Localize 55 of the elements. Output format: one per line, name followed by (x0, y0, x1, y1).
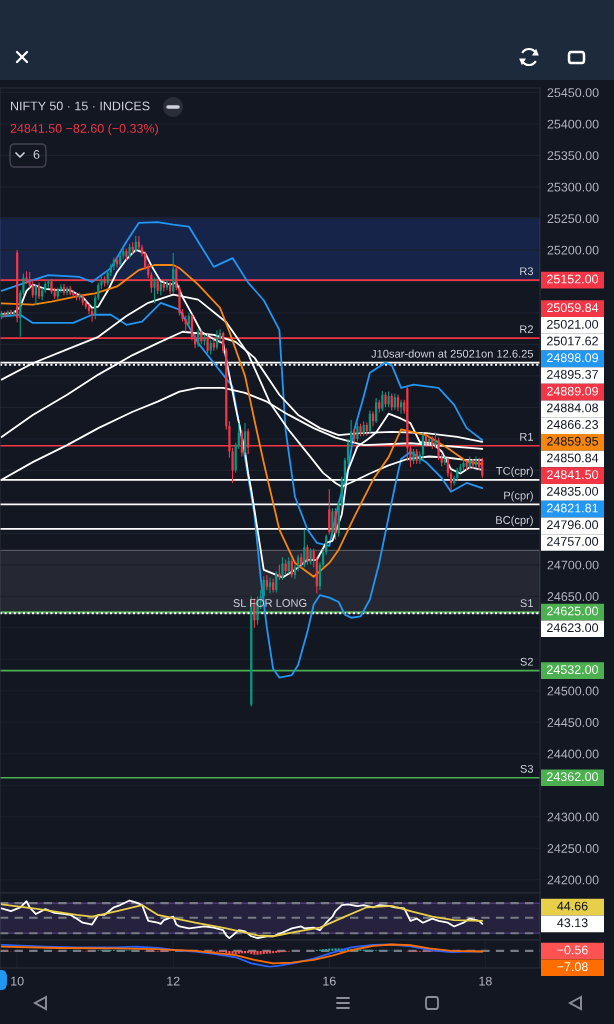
text: 24859.95 (547, 436, 599, 446)
ref-line-label: S1 (520, 599, 533, 608)
x-tick-label: 18 (479, 976, 492, 986)
text: 24821.81 (547, 503, 598, 513)
y-tick-label: 24250.00 (547, 844, 599, 853)
text: −7.08 (557, 962, 588, 972)
annotation: 6 (33, 150, 40, 159)
text: 25021.00 (547, 319, 599, 329)
y-tick-label: 24700.00 (547, 560, 599, 570)
text: 24757.00 (547, 537, 599, 546)
text: 44.66 (557, 901, 588, 911)
y-tick-label: 25400.00 (547, 119, 599, 129)
y-tick-label: 24500.00 (547, 686, 599, 696)
ref-line-label: R1 (520, 432, 533, 441)
ref-line-label: J10sar-down at 25021on 12.6.25 (371, 349, 534, 358)
text: 24884.08 (547, 403, 599, 413)
text: 25017.62 (547, 336, 598, 346)
text: 24625.00 (547, 606, 599, 616)
ref-line-label: S2 (520, 657, 533, 666)
x-tick-label: 10 (11, 976, 24, 986)
text: 24532.00 (547, 665, 599, 674)
text: 43.13 (557, 918, 588, 928)
y-tick-label: 25450.00 (547, 88, 599, 98)
text: 24841.50 −82.60 (−0.33%) (10, 123, 158, 136)
ref-line-label: TC(cpr) (496, 466, 533, 478)
text: 25152.00 (547, 274, 599, 284)
ref-line-label: S3 (520, 764, 534, 773)
y-tick-label: 25350.00 (547, 151, 599, 161)
y-tick-label: 24400.00 (547, 749, 599, 759)
ref-line-label: R3 (520, 267, 534, 276)
y-tick-label: 24450.00 (547, 718, 599, 727)
text: 24362.00 (547, 772, 599, 782)
text: NIFTY 50 · 15 · INDICES (11, 101, 150, 111)
y-tick-label: 25300.00 (547, 182, 599, 192)
ref-line-label: R2 (520, 325, 533, 334)
text: 24889.09 (547, 386, 598, 396)
text: 24841.50 (547, 470, 599, 480)
y-tick-label: 24650.00 (547, 592, 599, 601)
y-tick-label: 24300.00 (547, 812, 599, 822)
text: 24866.23 (547, 420, 599, 429)
text: 24850.84 (547, 453, 599, 463)
y-tick-label: 24200.00 (547, 875, 599, 885)
y-tick-label: 25250.00 (547, 214, 599, 224)
x-tick-label: 12 (167, 976, 180, 986)
x-tick-label: 16 (323, 976, 336, 986)
text: 24623.00 (547, 623, 599, 633)
y-tick-label: 25200.00 (547, 245, 599, 255)
text: 24898.09 (547, 353, 598, 363)
text: −0.56 (557, 945, 588, 955)
ref-line-label: P(cpr) (504, 491, 533, 502)
ref-line-label: BC(cpr) (496, 515, 533, 527)
text: 25059.84 (547, 303, 599, 313)
text: 24796.00 (547, 520, 599, 530)
text: 24835.00 (547, 486, 599, 496)
text: 24895.37 (547, 370, 598, 379)
